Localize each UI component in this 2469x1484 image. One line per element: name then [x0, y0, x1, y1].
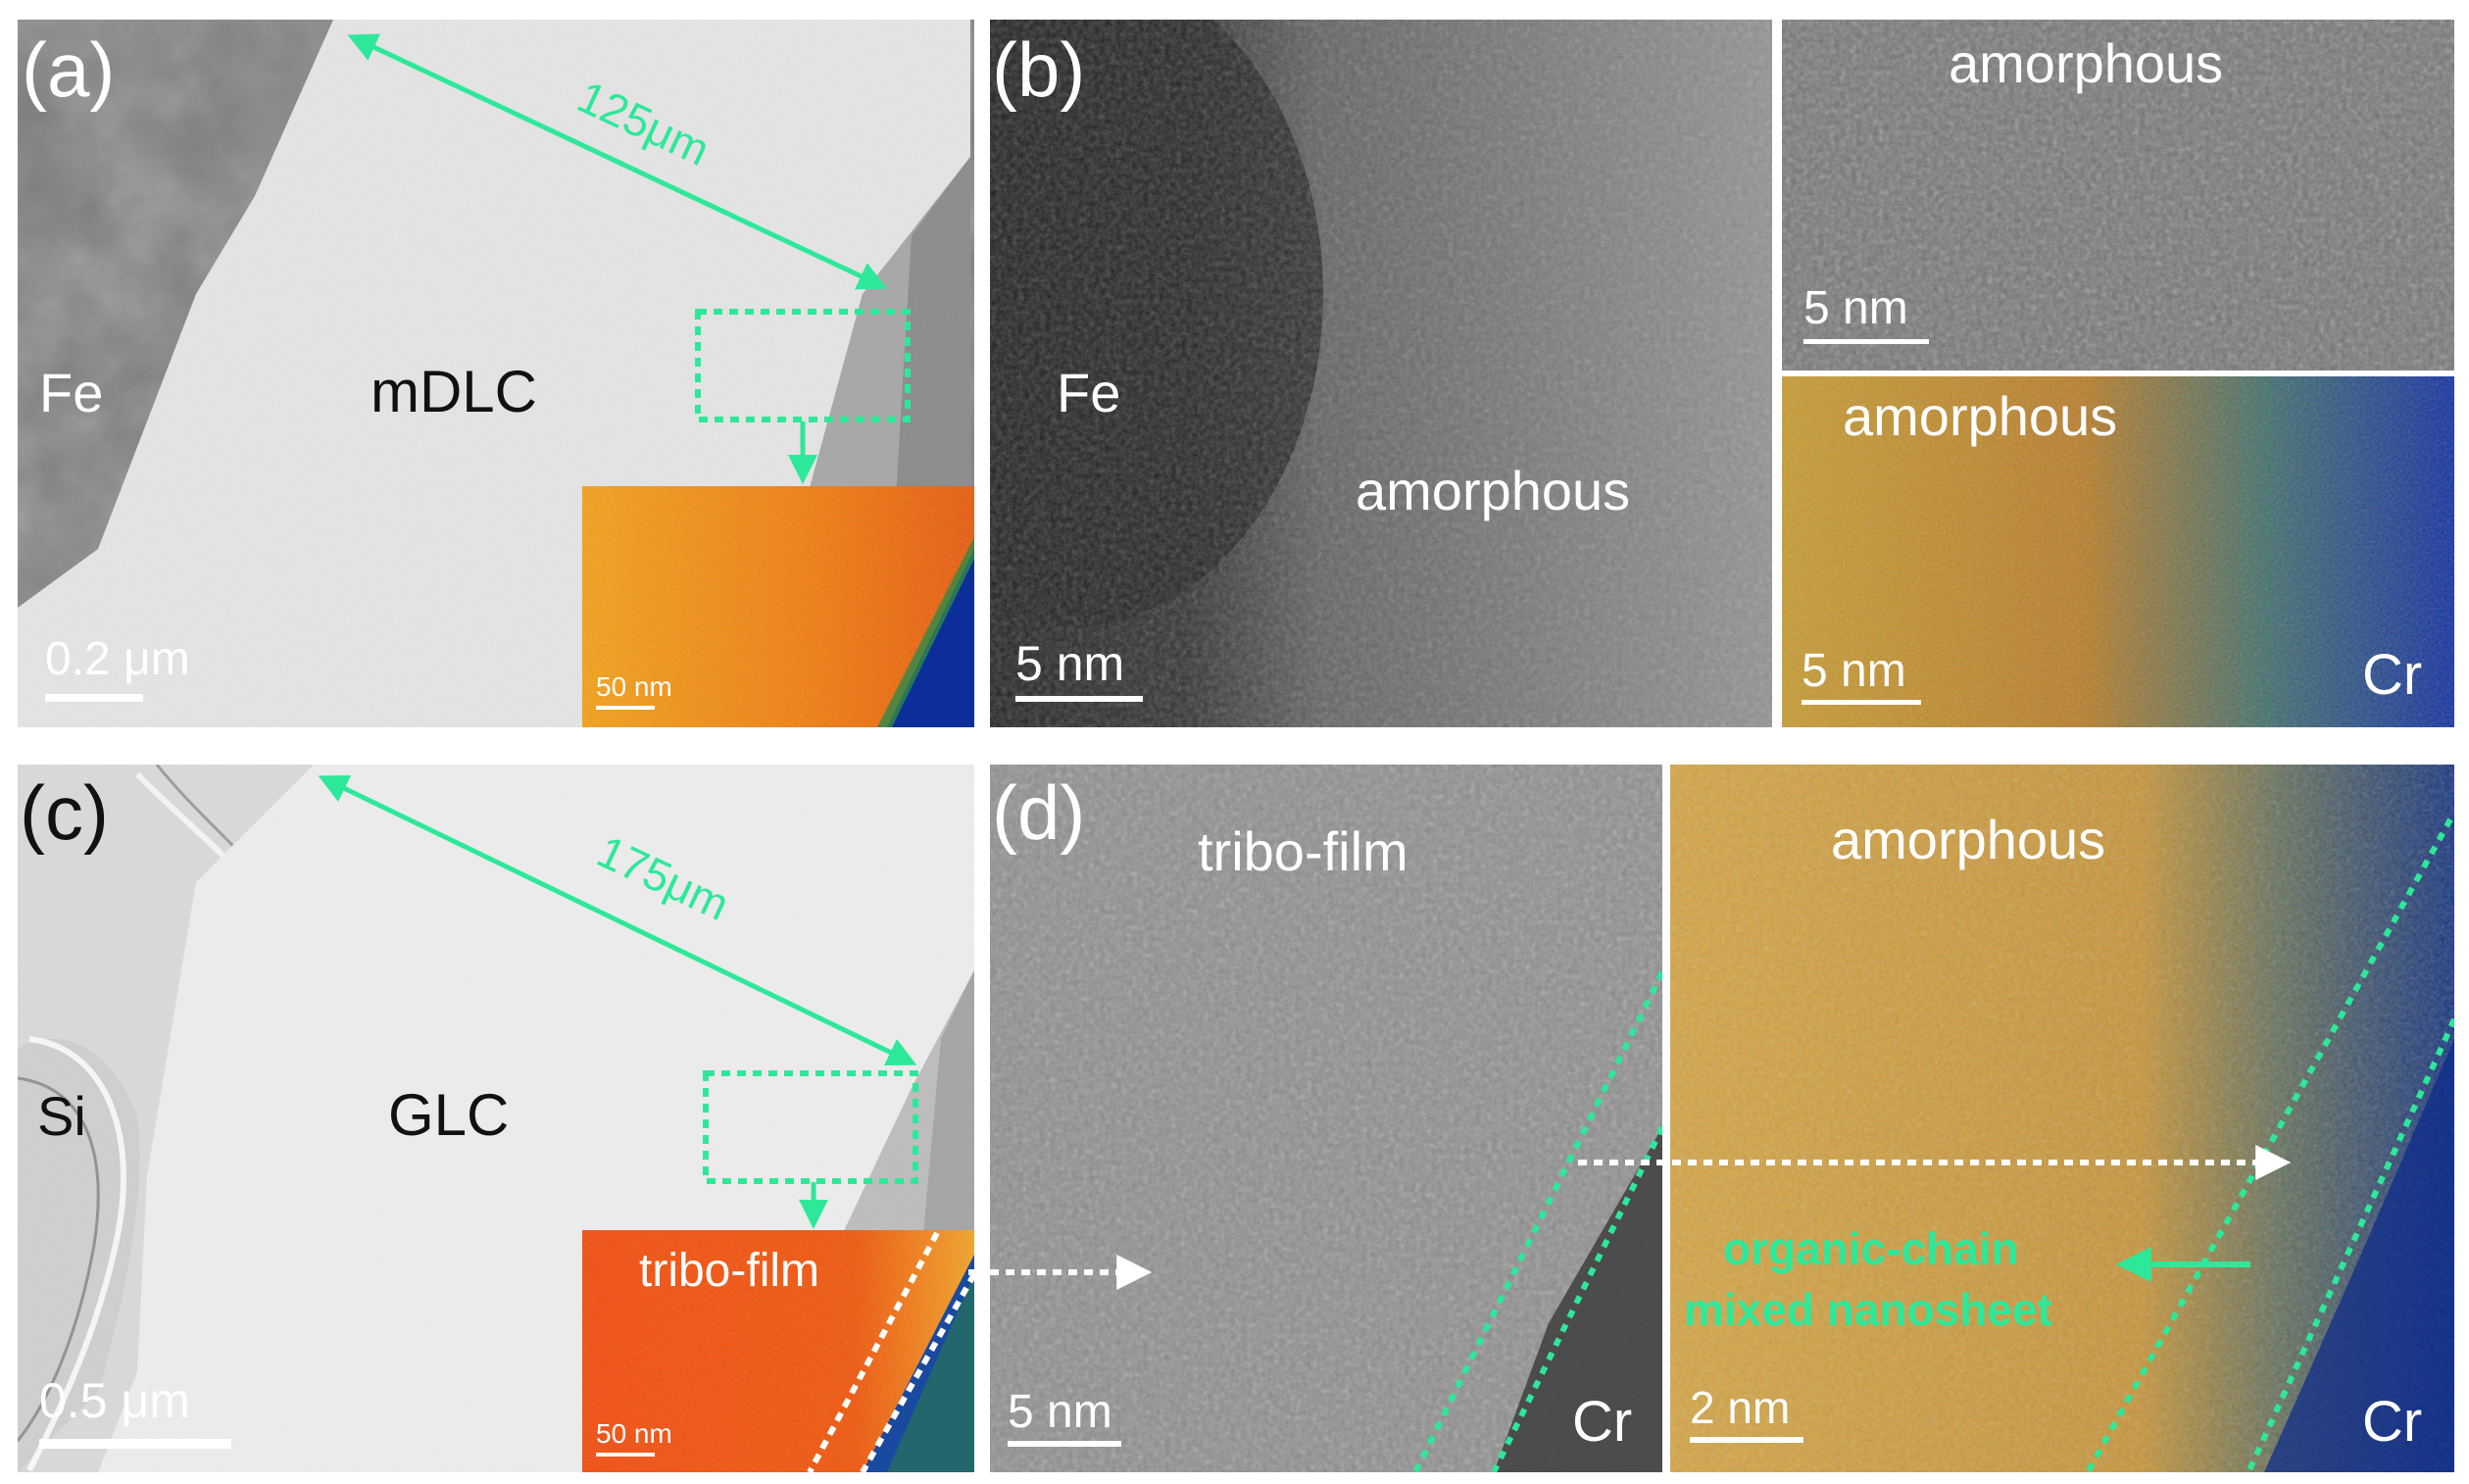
panel-c-film-label: GLC	[388, 1082, 509, 1148]
panel-d-right-map	[1670, 765, 2454, 1472]
panel-d-left-label: tribo-film	[1198, 820, 1408, 882]
panel-a-inset	[582, 486, 974, 727]
panel-c-letter: (c)	[20, 769, 109, 856]
panel-d-left-scalebar: 5 nm	[1008, 1386, 1121, 1447]
panel-a-film-label: mDLC	[370, 359, 537, 424]
panel-b-bottom-right-label: amorphous	[1843, 385, 2117, 447]
panel-b-top-right-label: amorphous	[1949, 32, 2223, 94]
svg-text:5 nm: 5 nm	[1802, 645, 1906, 697]
panel-d-right-label: amorphous	[1831, 809, 2105, 870]
panel-d-left	[990, 765, 1662, 1472]
panel-b-bottom-right-map	[1782, 376, 2454, 727]
panel-a-inset-scalebar: 50 nm	[596, 671, 672, 710]
panel-a-roi-box	[695, 309, 911, 422]
svg-text:0.5 μm: 0.5 μm	[39, 1373, 190, 1428]
svg-text:5 nm: 5 nm	[1008, 1386, 1112, 1438]
svg-text:2 nm: 2 nm	[1690, 1382, 1790, 1433]
panel-c-substrate-label: Si	[37, 1085, 86, 1147]
svg-text:0.2 μm: 0.2 μm	[45, 633, 190, 685]
panel-c-inset-label: tribo-film	[639, 1245, 819, 1297]
panel-a-letter: (a)	[22, 26, 115, 113]
panel-b-bottom-right-element: Cr	[2362, 643, 2422, 707]
panel-d-annotation-line1: organic-chain	[1723, 1223, 2019, 1274]
panel-d-left-element: Cr	[1572, 1390, 1632, 1454]
panel-b-top-right	[1782, 20, 2454, 371]
panel-d-annotation-line2: mixed nanosheet	[1684, 1284, 2052, 1335]
panel-b-substrate-label: Fe	[1057, 362, 1120, 423]
panel-c-inset	[582, 1230, 974, 1472]
panel-a-substrate-label: Fe	[39, 362, 103, 423]
panel-b-top-right-scalebar: 5 nm	[1803, 282, 1929, 344]
svg-text:5 nm: 5 nm	[1803, 282, 1908, 334]
panel-b-main	[990, 20, 1772, 727]
panel-c-scalebar: 0.5 μm	[39, 1373, 231, 1449]
panel-c-roi-box	[703, 1070, 918, 1184]
panel-d-right-scalebar: 2 nm	[1690, 1382, 1803, 1443]
svg-text:50 nm: 50 nm	[596, 1418, 672, 1449]
panel-c-thickness-arrow	[318, 774, 917, 1066]
panel-d-right-element: Cr	[2362, 1390, 2422, 1454]
panel-b-main-label: amorphous	[1356, 460, 1630, 521]
panel-b-scalebar: 5 nm	[1015, 636, 1143, 702]
panel-b-bottom-right-scalebar: 5 nm	[1802, 645, 1921, 705]
panel-a-scalebar: 0.2 μm	[45, 633, 190, 702]
panel-c-inset-scalebar: 50 nm	[596, 1418, 672, 1457]
panel-a-thickness-arrow	[347, 33, 888, 290]
panel-b-letter: (b)	[992, 26, 1085, 113]
svg-text:5 nm: 5 nm	[1015, 636, 1124, 691]
panel-d-letter: (d)	[992, 769, 1085, 856]
svg-text:50 nm: 50 nm	[596, 671, 672, 702]
